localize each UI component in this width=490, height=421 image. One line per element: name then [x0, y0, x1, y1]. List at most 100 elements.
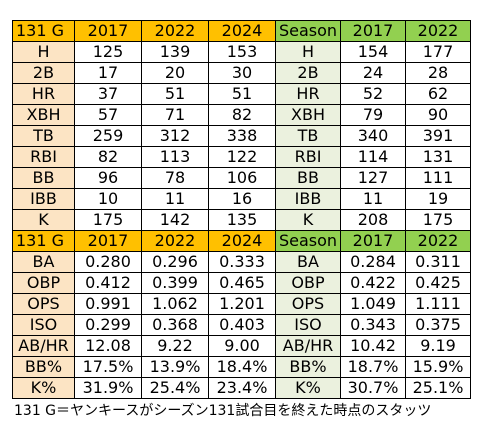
- header-cell: 2017: [74, 20, 142, 42]
- stat-value: 13.9%: [141, 356, 209, 378]
- stat-value: 11: [141, 188, 209, 210]
- stat-value: 79: [340, 104, 406, 126]
- stat-value: 30.7%: [340, 377, 406, 399]
- stat-label: ISO: [275, 314, 341, 336]
- data-row: BB% 17.5% 13.9% 18.4% BB% 18.7% 15.9%: [12, 356, 471, 378]
- stat-value: 12.08: [74, 335, 142, 357]
- stat-value: 10.42: [340, 335, 406, 357]
- data-row: 2B 17 20 30 2B 24 28: [12, 62, 471, 84]
- stat-value: 31.9%: [74, 377, 142, 399]
- stat-value: 9.22: [141, 335, 209, 357]
- stat-value: 28: [405, 62, 471, 84]
- stat-label: H: [275, 41, 341, 63]
- stat-label: OPS: [12, 293, 75, 315]
- stat-value: 0.333: [208, 251, 276, 273]
- data-row: RBI 82 113 122 RBI 114 131: [12, 146, 471, 168]
- stat-value: 30: [208, 62, 276, 84]
- stat-label: BB%: [12, 356, 75, 378]
- stat-value: 96: [74, 167, 142, 189]
- stats-table: 131 G 2017 2022 2024 Season 2017 2022 H 125 139 15…: [12, 20, 471, 399]
- header-cell: 2022: [141, 20, 209, 42]
- stat-value: 25.4%: [141, 377, 209, 399]
- header-cell: 2017: [340, 20, 406, 42]
- data-row: ISO 0.299 0.368 0.403 ISO 0.343 0.375: [12, 314, 471, 336]
- stat-value: 24: [340, 62, 406, 84]
- stat-label: TB: [275, 125, 341, 147]
- stat-label: RBI: [12, 146, 75, 168]
- header-cell: Season: [275, 230, 341, 252]
- stat-value: 131: [405, 146, 471, 168]
- stat-label: AB/HR: [275, 335, 341, 357]
- stat-value: 139: [141, 41, 209, 63]
- header-cell: 131 G: [12, 230, 75, 252]
- stat-value: 25.1%: [405, 377, 471, 399]
- stat-label: HR: [12, 83, 75, 105]
- stat-value: 1.111: [405, 293, 471, 315]
- stat-value: 0.343: [340, 314, 406, 336]
- stat-value: 122: [208, 146, 276, 168]
- header-row: 131 G 2017 2022 2024 Season 2017 2022: [12, 20, 471, 42]
- data-row: K 175 142 135 K 208 175: [12, 209, 471, 231]
- data-row: BA 0.280 0.296 0.333 BA 0.284 0.311: [12, 251, 471, 273]
- stat-label: XBH: [12, 104, 75, 126]
- stat-label: 2B: [275, 62, 341, 84]
- stat-label: AB/HR: [12, 335, 75, 357]
- stat-value: 312: [141, 125, 209, 147]
- stat-value: 175: [74, 209, 142, 231]
- stat-value: 0.311: [405, 251, 471, 273]
- stat-label: HR: [275, 83, 341, 105]
- stat-value: 114: [340, 146, 406, 168]
- stats-table-wrap: 131 G 2017 2022 2024 Season 2017 2022 H 125 139 15…: [12, 20, 471, 399]
- stat-label: BB%: [275, 356, 341, 378]
- stat-value: 0.465: [208, 272, 276, 294]
- header-cell: Season: [275, 20, 341, 42]
- stat-value: 78: [141, 167, 209, 189]
- stat-value: 0.375: [405, 314, 471, 336]
- stat-label: OBP: [275, 272, 341, 294]
- header-cell: 2022: [405, 230, 471, 252]
- stat-value: 391: [405, 125, 471, 147]
- stat-value: 0.425: [405, 272, 471, 294]
- stat-value: 82: [74, 146, 142, 168]
- stat-value: 0.368: [141, 314, 209, 336]
- stat-label: BB: [275, 167, 341, 189]
- stat-value: 0.991: [74, 293, 142, 315]
- data-row: OBP 0.412 0.399 0.465 OBP 0.422 0.425: [12, 272, 471, 294]
- stat-value: 177: [405, 41, 471, 63]
- data-row: K% 31.9% 25.4% 23.4% K% 30.7% 25.1%: [12, 377, 471, 399]
- stat-value: 62: [405, 83, 471, 105]
- stat-value: 23.4%: [208, 377, 276, 399]
- stat-value: 0.280: [74, 251, 142, 273]
- data-row: TB 259 312 338 TB 340 391: [12, 125, 471, 147]
- stat-value: 90: [405, 104, 471, 126]
- stat-value: 0.399: [141, 272, 209, 294]
- stat-value: 0.412: [74, 272, 142, 294]
- stat-label: XBH: [275, 104, 341, 126]
- stat-value: 15.9%: [405, 356, 471, 378]
- stat-value: 153: [208, 41, 276, 63]
- stat-label: OBP: [12, 272, 75, 294]
- stat-value: 0.284: [340, 251, 406, 273]
- data-row: IBB 10 11 16 IBB 11 19: [12, 188, 471, 210]
- stat-value: 208: [340, 209, 406, 231]
- stat-value: 0.296: [141, 251, 209, 273]
- stat-value: 17.5%: [74, 356, 142, 378]
- stat-value: 125: [74, 41, 142, 63]
- stat-label: IBB: [12, 188, 75, 210]
- data-row: XBH 57 71 82 XBH 79 90: [12, 104, 471, 126]
- stat-value: 259: [74, 125, 142, 147]
- stat-label: BA: [12, 251, 75, 273]
- stat-value: 113: [141, 146, 209, 168]
- stat-label: K%: [12, 377, 75, 399]
- stat-label: 2B: [12, 62, 75, 84]
- stat-label: BB: [12, 167, 75, 189]
- stat-label: IBB: [275, 188, 341, 210]
- stat-value: 71: [141, 104, 209, 126]
- header-cell: 131 G: [12, 20, 75, 42]
- data-row: HR 37 51 51 HR 52 62: [12, 83, 471, 105]
- stat-value: 106: [208, 167, 276, 189]
- stat-value: 11: [340, 188, 406, 210]
- stat-value: 20: [141, 62, 209, 84]
- stat-value: 18.7%: [340, 356, 406, 378]
